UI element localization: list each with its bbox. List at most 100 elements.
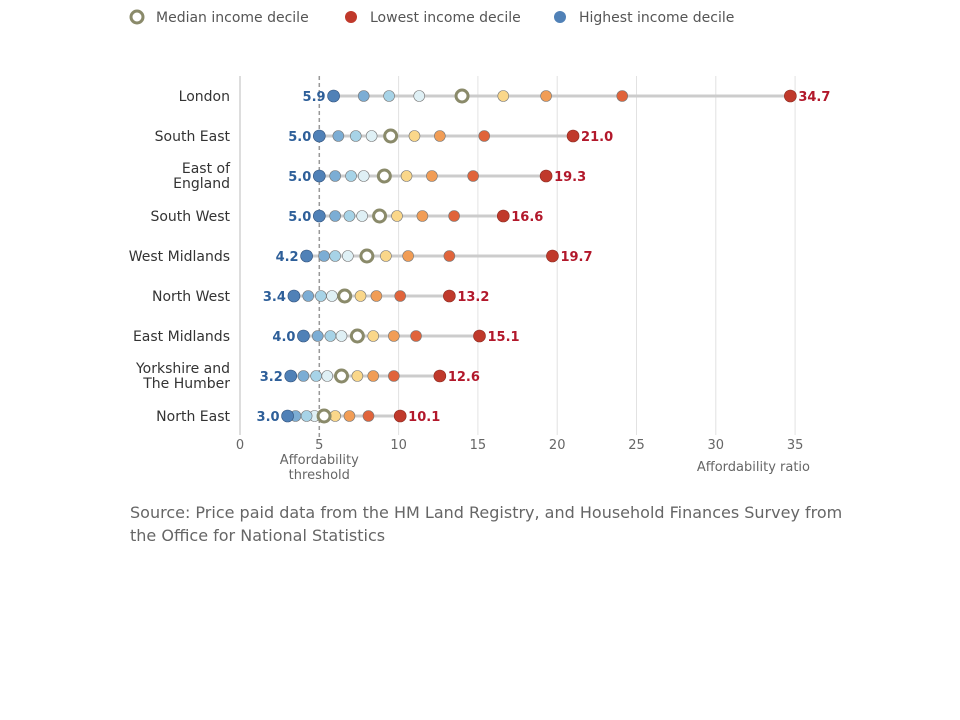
lowest-value-label: 19.3 [554,170,586,185]
legend-marker-highest [554,11,566,23]
legend-label-median: Median income decile [156,10,309,26]
highest-value-label: 5.9 [303,90,326,105]
median-decile-dot [337,288,353,304]
decile-dot [616,90,629,102]
decile-dot [351,370,364,382]
median-decile-dot [454,88,470,104]
median-decile-dot [334,368,350,384]
decile-dot [315,290,327,302]
highest-value-label: 5.0 [288,130,311,145]
highest-value-label: 3.4 [263,290,286,305]
decile-dot [343,210,356,222]
decile-dot [311,330,324,342]
source-note: Source: Price paid data from the HM Land… [130,503,843,545]
region-label: North East [156,409,230,425]
decile-dot [365,130,378,142]
decile-dot [413,90,426,102]
decile-dot [326,290,338,302]
lowest-decile-dot [784,89,797,103]
region-label: North West [152,289,231,305]
x-tick-label: 30 [708,438,725,453]
decile-dot [362,410,375,422]
region-label: West Midlands [129,249,230,265]
affordability-dot-chart: Median income decile Lowest income decile… [129,9,830,483]
highest-decile-dot [327,89,340,103]
decile-dot [357,170,370,182]
region-label: South West [150,209,230,225]
lowest-value-label: 16.6 [511,210,543,225]
decile-dot [388,330,400,342]
decile-dot [342,250,354,262]
decile-dot [388,370,400,382]
decile-dot [394,290,406,302]
decile-dot [332,130,345,142]
median-decile-dot [383,128,399,144]
x-tick-label: 10 [390,438,407,453]
decile-dot [478,130,491,142]
decile-dot [402,250,414,262]
highest-value-label: 3.0 [257,410,280,425]
lowest-value-label: 13.2 [457,290,489,305]
region-label: The Humber [142,376,230,392]
legend-label-highest: Highest income decile [579,10,734,26]
decile-dot [400,170,413,182]
lowest-value-label: 15.1 [487,330,519,345]
decile-dot [497,90,510,102]
decile-dot [302,290,314,302]
median-decile-dot [372,208,388,224]
x-tick-label: 25 [628,438,645,453]
lowest-value-label: 19.7 [560,250,592,265]
decile-dot [297,370,310,382]
decile-dot [324,330,337,342]
decile-dot [356,210,368,222]
decile-dot [408,130,421,142]
lowest-decile-dot [496,209,510,223]
decile-dot [467,170,479,182]
threshold-label: threshold [289,468,350,483]
lowest-value-label: 21.0 [581,130,613,145]
decile-dot [318,250,330,262]
highest-decile-dot [300,249,313,263]
x-axis-label: Affordability ratio [697,460,810,475]
x-tick-label: 15 [470,438,487,453]
region-label: South East [155,129,231,145]
region-label: England [173,176,230,192]
median-decile-dot [349,328,365,344]
lowest-decile-dot [546,249,559,263]
highest-decile-dot [287,289,301,303]
decile-dot [329,210,341,222]
lowest-value-label: 12.6 [448,370,480,385]
highest-decile-dot [297,329,310,343]
decile-dot [329,250,341,262]
median-decile-dot [359,248,375,264]
decile-dot [349,130,362,142]
decile-dot [426,170,438,182]
highest-value-label: 4.2 [276,250,299,265]
decile-dot [380,250,392,262]
lowest-decile-dot [433,369,447,383]
decile-dot [343,410,356,422]
x-tick-label: 20 [549,438,566,453]
highest-decile-dot [281,409,294,423]
highest-value-label: 5.0 [288,170,311,185]
decile-dot [321,370,334,382]
decile-dot [335,330,348,342]
region-label: London [179,89,230,105]
highest-value-label: 5.0 [288,210,311,225]
threshold-label: Affordability [280,453,359,468]
decile-dot [367,330,380,342]
lowest-decile-dot [393,409,407,423]
legend-label-lowest: Lowest income decile [370,10,521,26]
decile-dot [357,90,370,102]
median-decile-dot [316,408,332,424]
decile-dot [410,330,422,342]
region-label: East of [182,161,231,177]
decile-dot [448,210,460,222]
median-decile-dot [376,168,392,184]
highest-value-label: 3.2 [260,370,283,385]
legend-marker-lowest [345,11,357,23]
decile-dot [367,370,380,382]
decile-dot [300,410,313,422]
region-label: East Midlands [133,329,230,345]
decile-dot [540,90,552,102]
